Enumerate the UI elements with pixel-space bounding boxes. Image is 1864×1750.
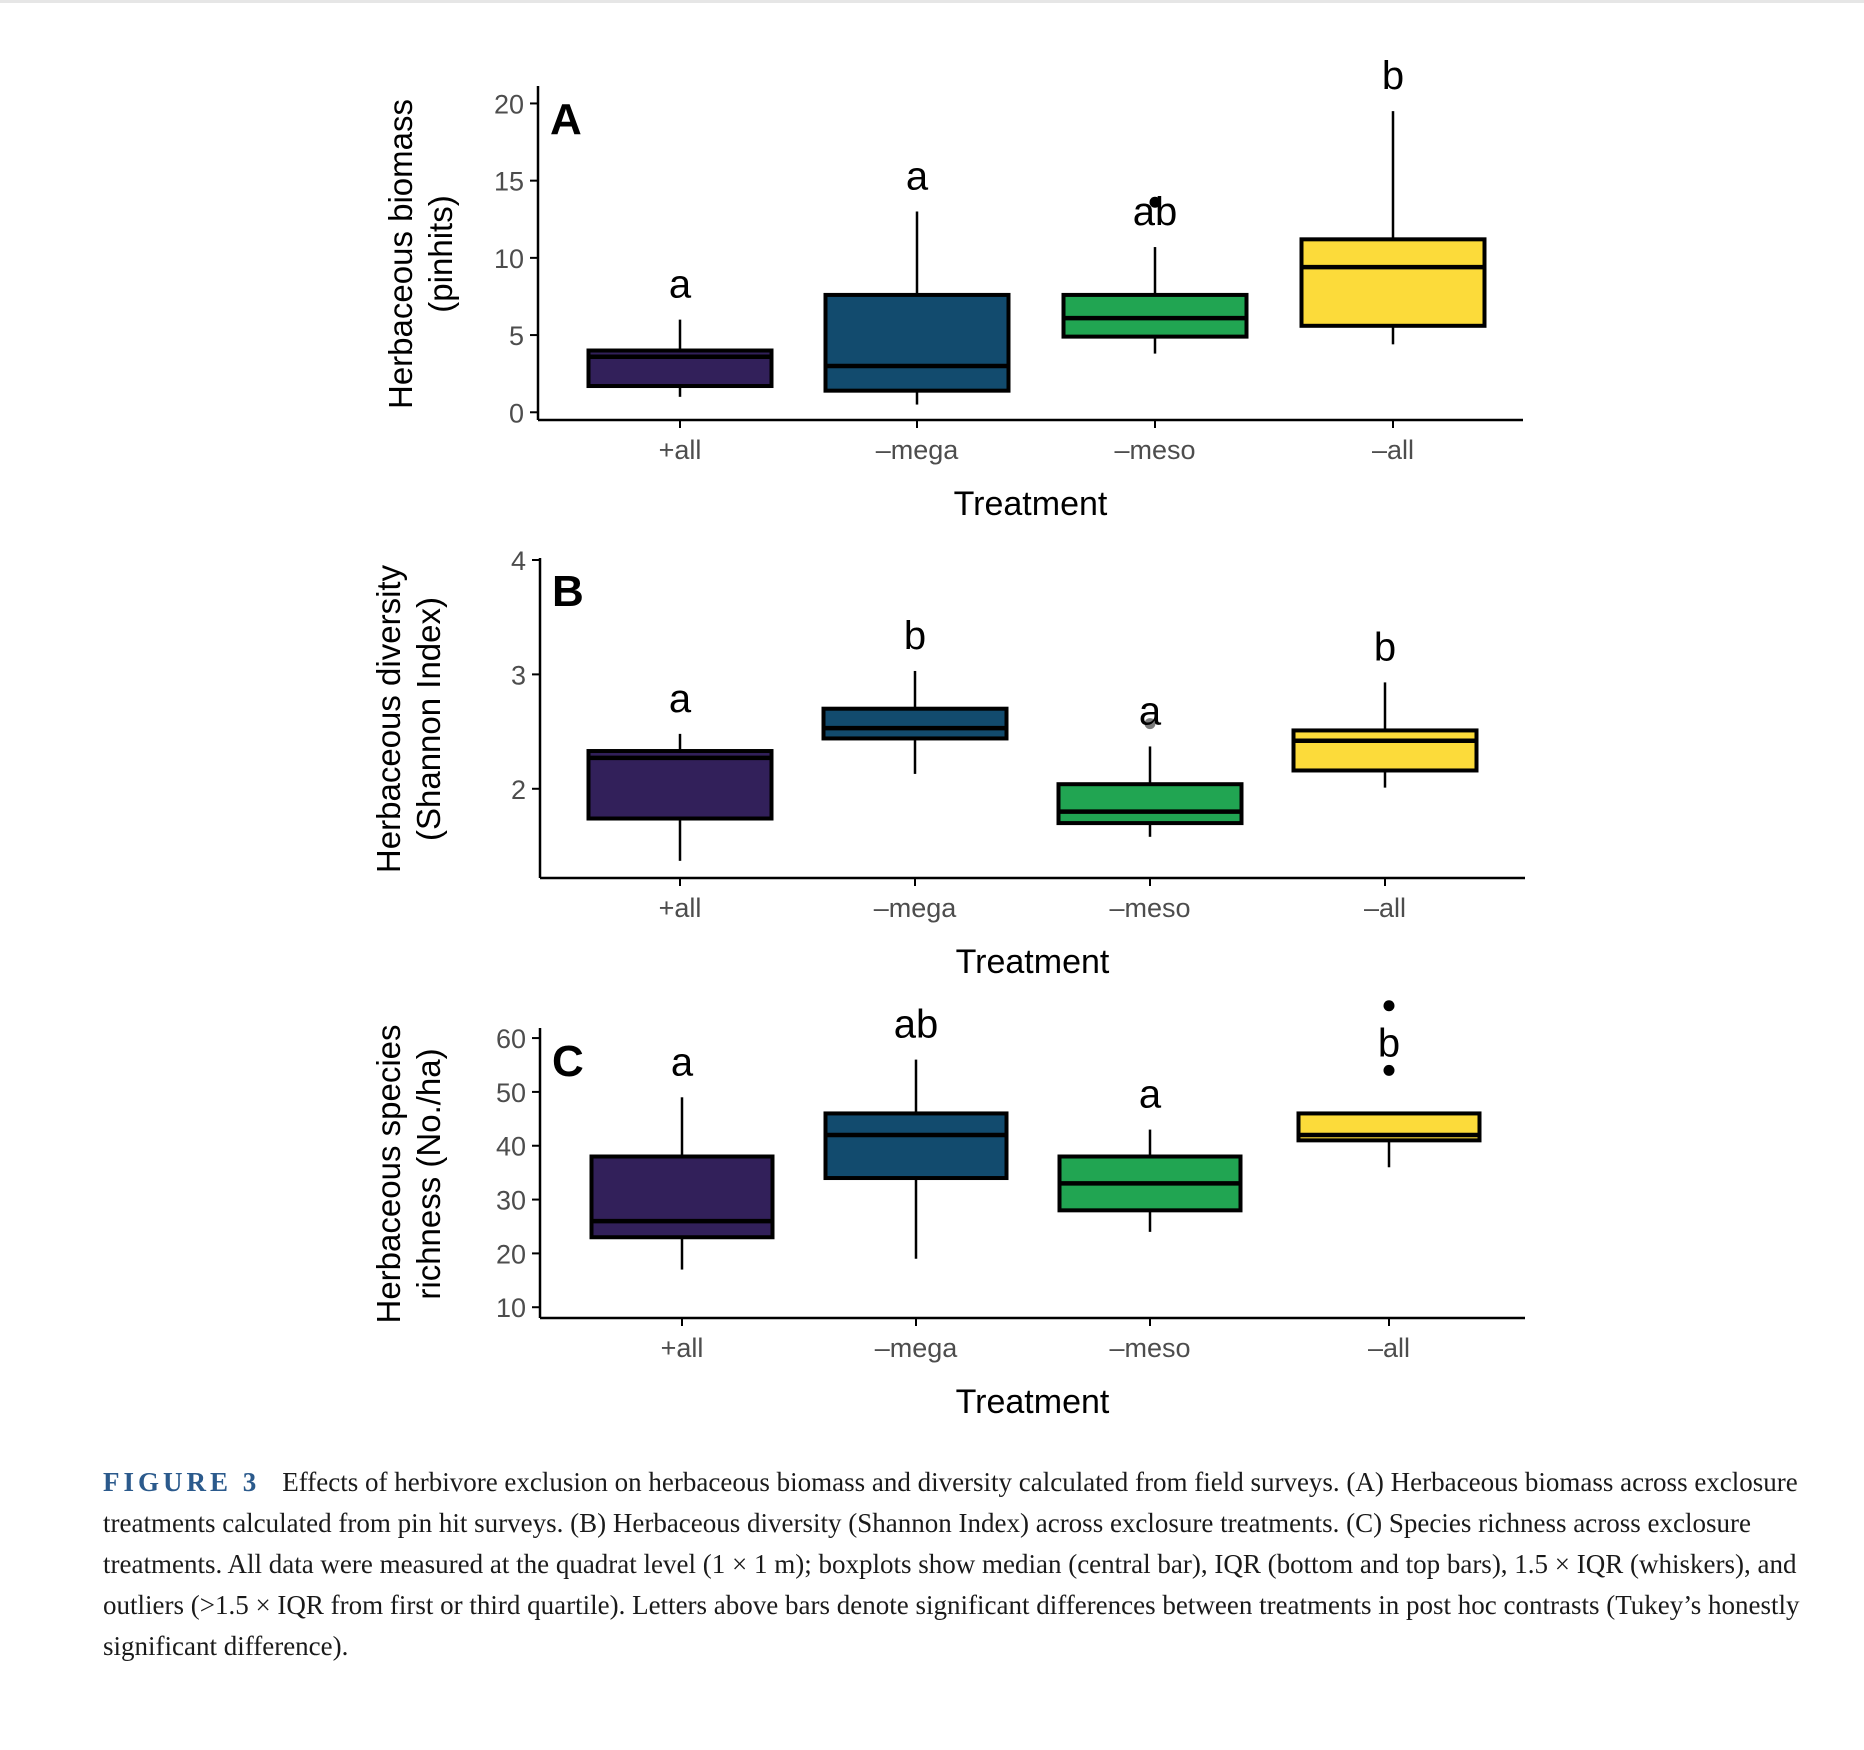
y-tick-label: 3 xyxy=(511,660,526,690)
iqr-box xyxy=(586,749,774,821)
figure-3-boxplots: 0 5 10 15 20 +all –mega –meso –all Treatment Herba… xyxy=(370,54,1525,1421)
x-tick-label: –all xyxy=(1368,1333,1410,1363)
box-minus-all: b xyxy=(1291,625,1479,788)
x-tick-label: –meso xyxy=(1114,435,1195,465)
panel-a: 0 5 10 15 20 +all –mega –meso –all Treatment Herba… xyxy=(382,54,1523,523)
y-axis-title-line: richness (No./ha) xyxy=(410,1048,447,1299)
x-tick-label: –all xyxy=(1364,893,1406,923)
y-tick-label: 2 xyxy=(511,775,526,805)
significance-letter: a xyxy=(1139,1073,1162,1117)
iqr-box xyxy=(1299,237,1487,328)
y-axis-title-line: (pinhits) xyxy=(422,195,459,312)
iqr-box xyxy=(1291,728,1479,773)
x-tick-label: +all xyxy=(661,1333,704,1363)
significance-letter: ab xyxy=(894,1003,939,1047)
iqr-box xyxy=(821,706,1009,741)
y-tick-label: 20 xyxy=(494,89,524,119)
x-tick-label: –all xyxy=(1372,435,1414,465)
y-tick-label: 50 xyxy=(496,1078,526,1108)
significance-letter: b xyxy=(904,614,926,658)
figure-caption: FIGURE 3 Effects of herbivore exclusion o… xyxy=(103,1462,1823,1667)
y-tick-label: 60 xyxy=(496,1024,526,1054)
y-axis-title-line: Herbaceous species xyxy=(370,1025,407,1324)
caption-text: Effects of herbivore exclusion on herbac… xyxy=(103,1467,1800,1661)
box-minus-meso: ab xyxy=(1061,190,1249,354)
y-tick-label: 15 xyxy=(494,167,524,197)
x-tick-label: +all xyxy=(659,435,702,465)
x-tick-label: –mega xyxy=(874,893,958,923)
y-tick-label: 20 xyxy=(496,1239,526,1269)
figure-label: FIGURE 3 xyxy=(103,1467,261,1497)
y-axis-title: Herbaceous speciesrichness (No./ha) xyxy=(370,1025,447,1324)
x-tick-label: +all xyxy=(659,893,702,923)
panel-label-a: A xyxy=(550,95,582,144)
significance-letter: b xyxy=(1382,54,1404,98)
box-minus-all: b xyxy=(1299,54,1487,345)
significance-letter: a xyxy=(671,1040,694,1084)
y-tick-label: 30 xyxy=(496,1186,526,1216)
y-tick-label: 10 xyxy=(496,1293,526,1323)
x-tick-label: –meso xyxy=(1109,893,1190,923)
x-tick-label: –mega xyxy=(876,435,960,465)
box-plus-all: a xyxy=(586,263,774,397)
outlier-point xyxy=(1149,196,1161,208)
significance-letter: ab xyxy=(1133,190,1178,234)
box-minus-meso: a xyxy=(1057,1073,1243,1232)
iqr-box xyxy=(1061,292,1249,339)
box-minus-mega: ab xyxy=(823,1003,1009,1259)
x-tick-label: –meso xyxy=(1109,1333,1190,1363)
y-tick-label: 5 xyxy=(509,321,524,351)
iqr-box xyxy=(823,292,1011,393)
box-minus-all: b xyxy=(1296,1000,1482,1168)
y-tick-label: 40 xyxy=(496,1132,526,1162)
significance-letter: a xyxy=(1139,689,1162,733)
iqr-box xyxy=(823,1111,1009,1181)
outlier-point xyxy=(1144,718,1156,730)
panel-label-c: C xyxy=(552,1037,584,1086)
significance-letter: a xyxy=(669,263,692,307)
panel-b: 2 3 4 +all –mega –meso –all Treatment Herbaceous… xyxy=(370,546,1525,981)
y-tick-label: 0 xyxy=(509,398,524,428)
outlier-point xyxy=(1383,1064,1395,1076)
y-axis-title: Herbaceous diversity(Shannon Index) xyxy=(370,564,447,873)
iqr-box xyxy=(1056,782,1244,826)
box-minus-mega: a xyxy=(823,155,1011,405)
outlier-point xyxy=(1383,1000,1395,1012)
significance-letter: a xyxy=(669,677,692,721)
box-plus-all: a xyxy=(586,677,774,861)
box-minus-meso: a xyxy=(1056,689,1244,837)
top-rule xyxy=(0,0,1864,3)
y-axis-title-line: Herbaceous diversity xyxy=(370,564,407,873)
significance-letter: b xyxy=(1378,1021,1400,1065)
significance-letter: b xyxy=(1374,625,1396,669)
y-tick-label: 10 xyxy=(494,244,524,274)
significance-letter: a xyxy=(906,155,929,199)
box-minus-mega: b xyxy=(821,614,1009,774)
x-axis-title: Treatment xyxy=(956,943,1110,981)
panel-c: 10 20 30 40 50 60 +all –mega –meso –all Treatment H… xyxy=(370,1000,1525,1421)
x-tick-label: –mega xyxy=(875,1333,959,1363)
panel-label-b: B xyxy=(552,567,584,616)
y-axis-title-line: (Shannon Index) xyxy=(410,597,447,841)
y-axis-title: Herbaceous biomass(pinhits) xyxy=(382,99,459,409)
y-tick-label: 4 xyxy=(511,546,526,576)
iqr-box xyxy=(589,1154,775,1240)
x-axis-title: Treatment xyxy=(956,1383,1110,1421)
y-axis-title-line: Herbaceous biomass xyxy=(382,99,419,409)
box-plus-all: a xyxy=(589,1040,775,1270)
x-axis-title: Treatment xyxy=(954,485,1108,523)
